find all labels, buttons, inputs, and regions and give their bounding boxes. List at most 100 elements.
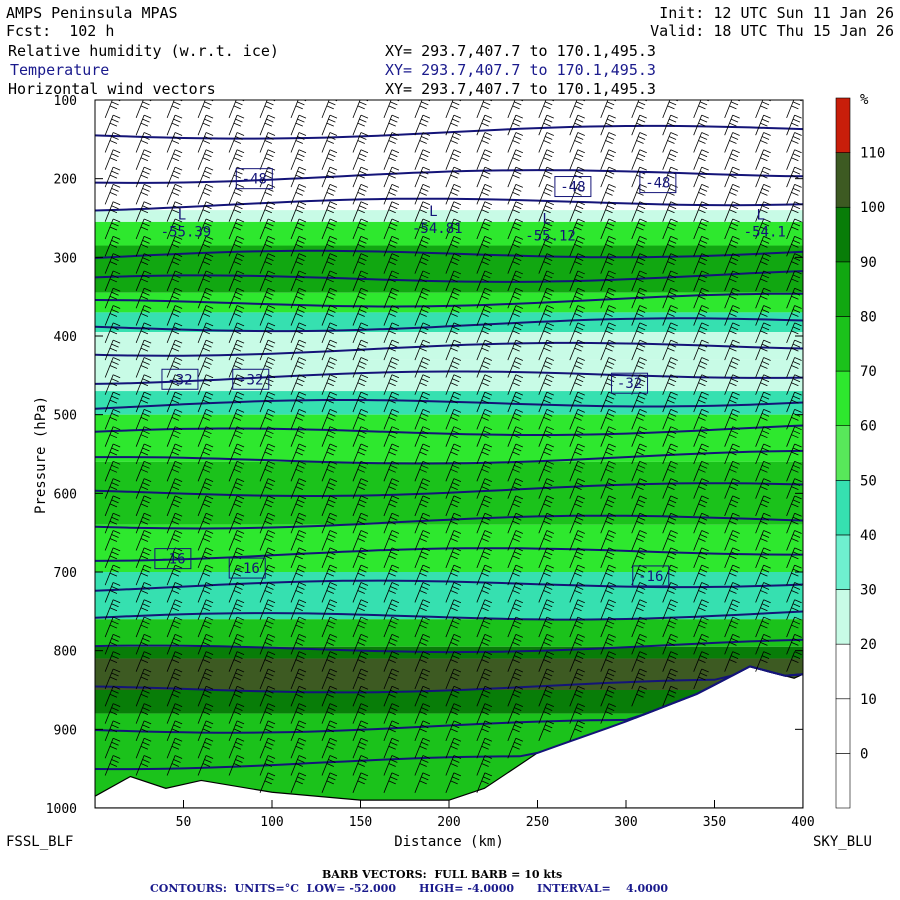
wind-barb <box>445 634 462 655</box>
rh-band-1 <box>95 210 803 222</box>
x-tick-label: 50 <box>176 815 192 830</box>
y-tick-label: 500 <box>54 409 77 424</box>
wind-barb <box>259 235 276 257</box>
wind-barb <box>321 322 338 344</box>
wind-barb <box>538 564 554 586</box>
wind-barb <box>445 478 462 499</box>
wind-barb <box>445 218 462 240</box>
wind-barb <box>569 703 585 724</box>
wind-barb <box>724 495 740 517</box>
wind-barb <box>600 512 616 534</box>
wind-barb <box>383 218 400 240</box>
wind-barb <box>104 391 121 413</box>
wind-barb <box>600 443 616 465</box>
wind-barb <box>352 599 369 620</box>
wind-barb <box>755 495 771 517</box>
wind-barb <box>445 305 462 326</box>
wind-barb <box>662 235 678 257</box>
rh-band-2 <box>95 221 803 246</box>
wind-barb <box>197 339 214 361</box>
wind-barb <box>321 114 338 136</box>
wind-barb <box>383 391 400 413</box>
wind-barb <box>538 235 554 257</box>
wind-barb <box>538 685 554 707</box>
wind-barb <box>569 149 585 170</box>
wind-barb <box>507 564 523 586</box>
wind-barb <box>104 132 121 153</box>
wind-barb <box>662 530 678 551</box>
wind-barb <box>724 322 740 344</box>
wind-barb <box>507 703 523 724</box>
wind-barb <box>507 720 523 742</box>
wind-barb <box>259 495 276 517</box>
wind-barb <box>445 547 462 568</box>
wind-barb <box>507 737 523 759</box>
wind-barb <box>476 737 493 759</box>
wind-barb <box>228 478 245 499</box>
wind-barb <box>228 391 245 413</box>
wind-barb <box>414 478 431 499</box>
wind-barb <box>755 409 771 430</box>
wind-barb <box>321 564 338 586</box>
wind-barb <box>135 478 152 499</box>
wind-barb <box>259 703 276 724</box>
wind-barb <box>166 616 183 638</box>
wind-barb <box>228 616 245 638</box>
wind-barb <box>259 201 276 222</box>
wind-barb <box>321 755 338 776</box>
wind-barb <box>693 322 709 344</box>
wind-barb <box>197 270 214 292</box>
wind-barb <box>507 668 523 690</box>
wind-barb <box>662 634 678 655</box>
wind-barb <box>631 270 647 292</box>
wind-barb <box>352 287 369 309</box>
isotherm-line-10 <box>95 424 803 436</box>
wind-barb <box>693 512 709 534</box>
wind-barb <box>662 391 678 413</box>
wind-barb <box>476 166 493 188</box>
wind-barb <box>414 426 431 447</box>
wind-barb <box>600 599 616 620</box>
wind-barb <box>290 218 307 240</box>
wind-barb <box>724 132 740 153</box>
wind-barb <box>755 166 771 188</box>
wind-barb <box>383 772 400 793</box>
wind-barb <box>662 305 678 326</box>
wind-barb <box>259 634 276 655</box>
wind-barb <box>569 201 585 222</box>
wind-barb <box>476 357 493 378</box>
wind-barb <box>414 564 431 586</box>
wind-barb <box>135 305 152 326</box>
wind-barb <box>135 184 152 205</box>
wind-barb <box>786 235 802 257</box>
wind-barb <box>135 616 152 638</box>
wind-barb <box>631 184 647 205</box>
wind-barb <box>538 599 554 620</box>
wind-barb <box>135 132 152 153</box>
rh-band-8 <box>95 391 803 415</box>
wind-barb <box>600 478 616 499</box>
wind-barb <box>507 426 523 447</box>
colorbar-label: 50 <box>860 473 877 489</box>
wind-barb <box>538 391 554 413</box>
wind-barb <box>755 270 771 292</box>
wind-barb <box>476 322 493 344</box>
wind-barb <box>662 149 678 170</box>
wind-barb <box>104 201 121 222</box>
wind-barb <box>383 564 400 586</box>
wind-barb <box>166 374 183 395</box>
wind-barb <box>507 443 523 465</box>
wind-barb <box>135 634 152 655</box>
wind-barb <box>600 184 616 205</box>
wind-barb <box>228 495 245 517</box>
wind-barb <box>228 512 245 534</box>
wind-barb <box>755 357 771 378</box>
wind-barb <box>228 564 245 586</box>
wind-barb <box>476 253 493 274</box>
wind-barb <box>693 149 709 170</box>
y-tick-label: 400 <box>54 330 77 345</box>
wind-barb <box>569 253 585 274</box>
wind-barb <box>290 287 307 309</box>
wind-barb <box>600 270 616 292</box>
wind-barb <box>166 201 183 222</box>
